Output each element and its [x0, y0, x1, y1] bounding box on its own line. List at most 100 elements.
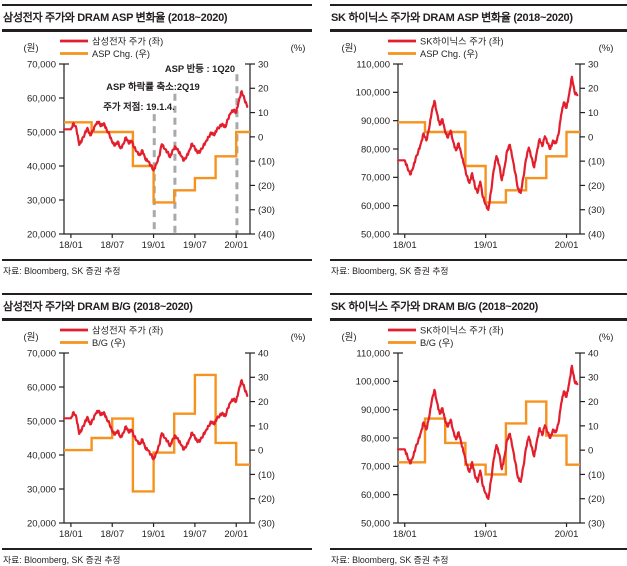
svg-text:100,000: 100,000 [356, 88, 390, 99]
svg-text:10: 10 [258, 421, 269, 432]
svg-text:20/01: 20/01 [555, 529, 579, 540]
svg-text:0: 0 [588, 132, 593, 143]
svg-text:110,000: 110,000 [356, 59, 390, 70]
svg-text:70,000: 70,000 [361, 462, 390, 473]
svg-text:90,000: 90,000 [361, 405, 390, 416]
svg-text:18/01: 18/01 [393, 240, 417, 251]
svg-text:(원): (원) [341, 43, 356, 54]
svg-text:90,000: 90,000 [361, 116, 390, 127]
svg-text:(10): (10) [588, 157, 605, 168]
chart-panel-skhynix-asp: SK 하이닉스 주가와 DRAM ASP 변화율 (2018~2020) 110… [330, 4, 627, 277]
svg-text:20: 20 [588, 84, 599, 95]
svg-text:70,000: 70,000 [27, 348, 56, 359]
svg-text:B/G (우): B/G (우) [92, 338, 125, 348]
svg-text:20: 20 [588, 397, 599, 408]
svg-text:주가 저점: 19.1.4.: 주가 저점: 19.1.4. [103, 101, 175, 112]
chart-title: 삼성전자 주가와 DRAM B/G (2018~2020) [2, 293, 312, 321]
svg-text:18/01: 18/01 [59, 529, 83, 540]
svg-text:삼성전자 주가 (좌): 삼성전자 주가 (좌) [92, 326, 163, 336]
svg-text:18/01: 18/01 [59, 240, 83, 251]
svg-text:18/01: 18/01 [393, 529, 417, 540]
svg-text:(%): (%) [599, 43, 614, 54]
chart-title: 삼성전자 주가와 DRAM ASP 변화율 (2018~2020) [2, 4, 312, 32]
chart-title: SK 하이닉스 주가와 DRAM ASP 변화율 (2018~2020) [330, 4, 627, 32]
svg-text:50,000: 50,000 [361, 229, 390, 240]
svg-text:40,000: 40,000 [27, 161, 56, 172]
svg-text:30: 30 [588, 373, 599, 384]
chart-canvas-skhynix-bg: 110,000 100,000 90,000 80,000 70,000 60,000 50… [341, 326, 614, 540]
svg-text:(원): (원) [23, 43, 38, 54]
svg-text:19/07: 19/07 [183, 529, 207, 540]
svg-text:70,000: 70,000 [361, 173, 390, 184]
chart-canvas-skhynix-asp: 110,000 100,000 90,000 80,000 70,000 60,000 50… [341, 37, 614, 251]
svg-text:80,000: 80,000 [361, 433, 390, 444]
chart-grid: 삼성전자 주가와 DRAM ASP 변화율 (2018~2020) 70,000… [2, 4, 627, 566]
svg-text:B/G (우): B/G (우) [420, 338, 453, 348]
svg-text:40: 40 [258, 348, 269, 359]
svg-text:(30): (30) [588, 518, 605, 529]
svg-text:30: 30 [258, 373, 269, 384]
svg-text:10: 10 [258, 108, 269, 119]
svg-text:(20): (20) [588, 494, 605, 505]
svg-text:50,000: 50,000 [361, 518, 390, 529]
source-note: 자료: Bloomberg, SK 증권 추정 [2, 259, 312, 277]
chart-canvas-samsung-asp: 70,000 60,000 50,000 40,000 30,000 20,000 30 20… [23, 37, 306, 251]
svg-text:80,000: 80,000 [361, 144, 390, 155]
svg-text:20,000: 20,000 [27, 518, 56, 529]
svg-text:(원): (원) [341, 332, 356, 343]
svg-text:50,000: 50,000 [27, 127, 56, 138]
svg-text:20,000: 20,000 [27, 229, 56, 240]
svg-text:(10): (10) [588, 470, 605, 481]
svg-text:0: 0 [258, 132, 263, 143]
chart-title: SK 하이닉스 주가와 DRAM B/G (2018~2020) [330, 293, 627, 321]
svg-text:(%): (%) [291, 43, 306, 54]
chart-canvas-samsung-bg: 70,000 60,000 50,000 40,000 30,000 20,000 40 30… [23, 326, 306, 540]
svg-text:18/07: 18/07 [100, 240, 124, 251]
svg-text:(30): (30) [258, 518, 275, 529]
svg-text:ASP 하락률 축소:2Q19: ASP 하락률 축소:2Q19 [106, 81, 200, 92]
svg-text:19/07: 19/07 [183, 240, 207, 251]
svg-text:60,000: 60,000 [361, 201, 390, 212]
svg-text:19/01: 19/01 [474, 240, 498, 251]
svg-text:30: 30 [258, 59, 269, 70]
svg-text:18/07: 18/07 [100, 529, 124, 540]
svg-text:(원): (원) [23, 332, 38, 343]
svg-text:ASP Chg. (우): ASP Chg. (우) [92, 49, 150, 59]
svg-text:30: 30 [588, 59, 599, 70]
chart-panel-samsung-bg: 삼성전자 주가와 DRAM B/G (2018~2020) 70,000 60,0… [2, 293, 312, 566]
svg-text:10: 10 [588, 108, 599, 119]
svg-text:ASP 반등 : 1Q20: ASP 반등 : 1Q20 [165, 63, 235, 74]
svg-text:(40): (40) [588, 229, 605, 240]
svg-text:30,000: 30,000 [27, 484, 56, 495]
svg-text:100,000: 100,000 [356, 377, 390, 388]
source-note: 자료: Bloomberg, SK 증권 추정 [330, 259, 627, 277]
svg-text:40,000: 40,000 [27, 450, 56, 461]
svg-text:(40): (40) [258, 229, 275, 240]
svg-text:20: 20 [258, 84, 269, 95]
svg-text:30,000: 30,000 [27, 195, 56, 206]
svg-text:ASP Chg. (우): ASP Chg. (우) [420, 49, 478, 59]
svg-text:110,000: 110,000 [356, 348, 390, 359]
svg-text:40: 40 [588, 348, 599, 359]
svg-text:0: 0 [588, 446, 593, 457]
svg-text:(%): (%) [599, 332, 614, 343]
svg-text:(30): (30) [588, 205, 605, 216]
svg-text:60,000: 60,000 [27, 382, 56, 393]
svg-text:삼성전자 주가 (좌): 삼성전자 주가 (좌) [92, 37, 163, 47]
svg-text:20/01: 20/01 [224, 529, 248, 540]
svg-text:(20): (20) [258, 181, 275, 192]
svg-text:SK하이닉스 주가 (좌): SK하이닉스 주가 (좌) [420, 37, 504, 47]
svg-text:50,000: 50,000 [27, 416, 56, 427]
svg-text:(10): (10) [258, 470, 275, 481]
svg-text:70,000: 70,000 [27, 59, 56, 70]
svg-text:(20): (20) [258, 494, 275, 505]
svg-text:20: 20 [258, 397, 269, 408]
svg-text:(%): (%) [291, 332, 306, 343]
svg-text:19/01: 19/01 [474, 529, 498, 540]
svg-text:SK하이닉스 주가 (좌): SK하이닉스 주가 (좌) [420, 326, 504, 336]
svg-text:20/01: 20/01 [555, 240, 579, 251]
svg-text:19/01: 19/01 [142, 529, 166, 540]
source-note: 자료: Bloomberg, SK 증권 추정 [2, 548, 312, 566]
svg-text:19/01: 19/01 [142, 240, 166, 251]
svg-text:(20): (20) [588, 181, 605, 192]
